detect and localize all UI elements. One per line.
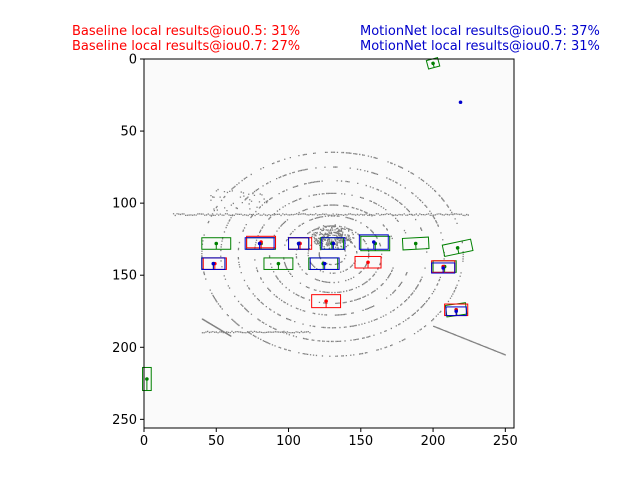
box-center-point [431,61,435,66]
x-tick-label: 0 [140,434,148,449]
detection-box [201,257,226,270]
detection-box [142,366,152,392]
x-tick-label: 200 [421,434,446,449]
box-center-point [413,241,418,246]
axes-frame [143,58,515,429]
detection-box [441,238,474,258]
x-tick-label: 250 [493,434,518,449]
detection-box [201,237,232,250]
detection-box [311,294,342,309]
y-tick-label: 250 [112,413,137,428]
y-tick-label: 0 [129,53,137,68]
box-center-point [324,299,328,303]
x-tick-label: 50 [208,434,225,449]
box-center-point [145,377,149,381]
x-tick-label: 150 [348,434,373,449]
detection-box [431,262,456,274]
baseline-iou05-label: Baseline local results@iou0.5: 31% [72,24,301,39]
box-center-point [454,309,458,314]
y-tick-label: 100 [112,197,137,212]
detection-box [354,255,382,269]
baseline-iou07-label: Baseline local results@iou0.7: 27% [72,39,301,54]
box-center-point [455,246,460,250]
detection-box [263,257,294,270]
tracked-point [458,100,463,105]
detection-box [309,257,340,270]
box-center-point [331,241,336,246]
motionnet-iou05-label: MotionNet local results@iou0.5: 37% [360,24,600,39]
detection-box [401,236,430,251]
y-tick-label: 50 [120,125,137,140]
box-center-point [214,241,219,246]
box-center-point [322,261,327,266]
box-center-point [296,241,301,246]
detection-box [445,306,467,317]
detection-box [321,237,346,250]
y-tick-label: 200 [112,341,137,356]
box-center-point [211,261,216,266]
motionnet-iou07-label: MotionNet local results@iou0.7: 31% [360,39,600,54]
detection-box [288,237,310,250]
detection-boxes [142,57,474,392]
box-center-point [257,241,262,246]
box-center-point [441,266,445,270]
box-set-2 [201,234,467,317]
box-center-point [276,261,281,266]
box-center-point [366,260,370,265]
x-tick-label: 100 [276,434,301,449]
y-tick-label: 150 [112,269,137,284]
detection-box [244,237,275,250]
lidar-point-cloud [172,151,506,357]
box-center-point [372,240,376,244]
detection-box [358,234,389,250]
